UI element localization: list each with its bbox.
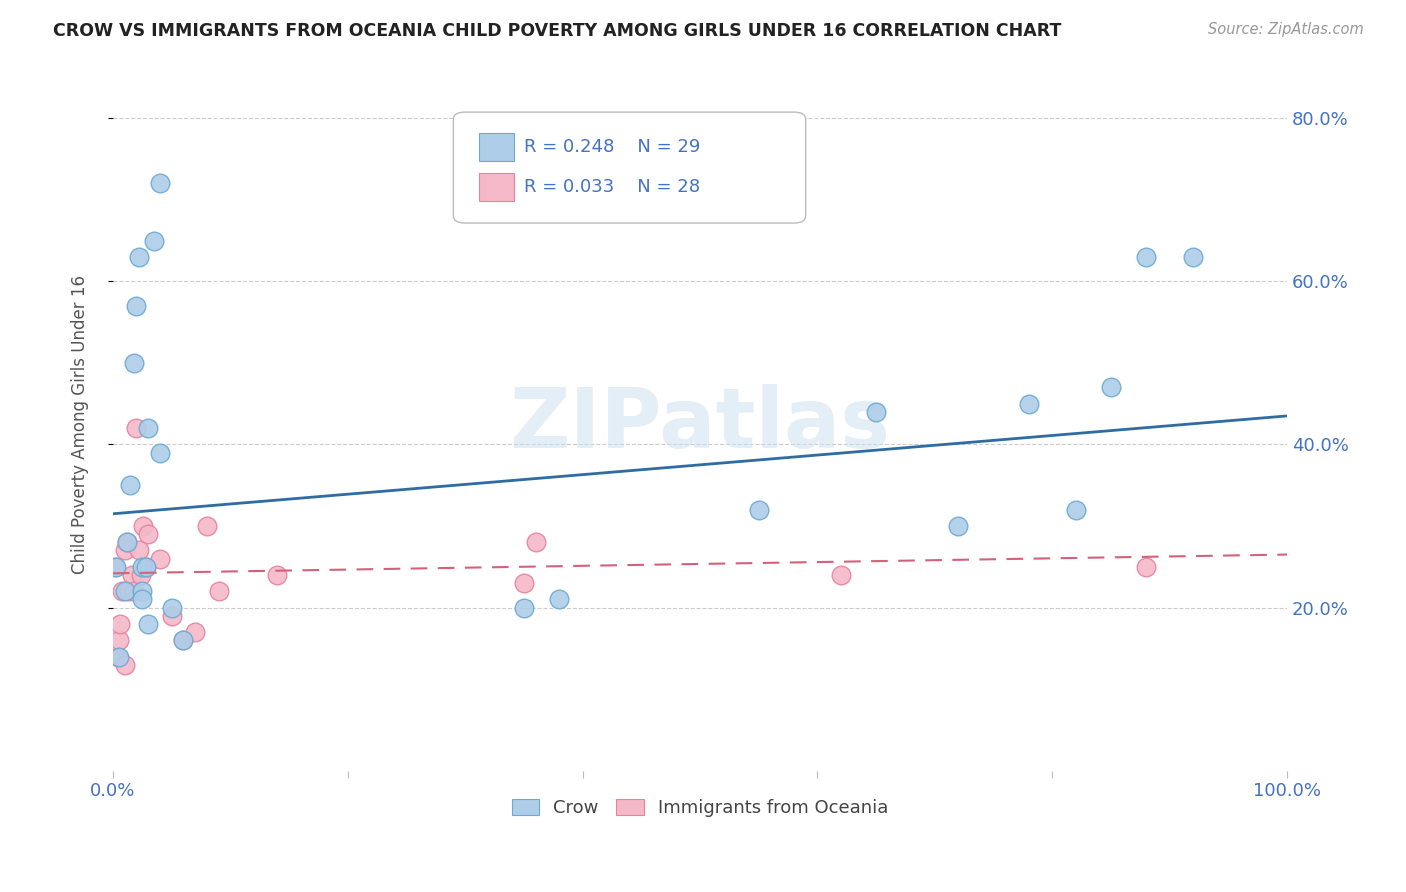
Point <box>128 543 150 558</box>
Point <box>1135 250 1157 264</box>
Legend: Crow, Immigrants from Oceania: Crow, Immigrants from Oceania <box>505 791 896 824</box>
Point <box>118 584 141 599</box>
Point <box>131 559 153 574</box>
Point <box>172 633 194 648</box>
Point <box>830 568 852 582</box>
Point <box>513 576 536 591</box>
Point <box>115 535 138 549</box>
Text: CROW VS IMMIGRANTS FROM OCEANIA CHILD POVERTY AMONG GIRLS UNDER 16 CORRELATION C: CROW VS IMMIGRANTS FROM OCEANIA CHILD PO… <box>53 22 1062 40</box>
Point <box>135 559 157 574</box>
Point <box>172 633 194 648</box>
Point <box>1018 397 1040 411</box>
Point <box>132 519 155 533</box>
Y-axis label: Child Poverty Among Girls Under 16: Child Poverty Among Girls Under 16 <box>72 275 89 574</box>
Point <box>114 657 136 672</box>
Point <box>125 421 148 435</box>
Point <box>111 584 134 599</box>
Point <box>125 299 148 313</box>
Point <box>149 551 172 566</box>
Point <box>131 592 153 607</box>
Point <box>184 625 207 640</box>
Point <box>513 600 536 615</box>
Point <box>195 519 218 533</box>
Point <box>136 616 159 631</box>
Point <box>149 177 172 191</box>
Point <box>107 649 129 664</box>
Point <box>114 584 136 599</box>
Point <box>160 608 183 623</box>
Point <box>120 478 142 492</box>
Point <box>108 616 131 631</box>
Point <box>160 600 183 615</box>
Point <box>114 543 136 558</box>
Text: R = 0.033    N = 28: R = 0.033 N = 28 <box>524 178 700 196</box>
Point <box>948 519 970 533</box>
Point <box>136 527 159 541</box>
Point <box>107 633 129 648</box>
Point <box>266 568 288 582</box>
Point <box>129 568 152 582</box>
Point <box>121 568 143 582</box>
Point <box>1182 250 1205 264</box>
Point <box>548 592 571 607</box>
Point <box>524 535 547 549</box>
Bar <box>479 173 515 201</box>
Point <box>136 421 159 435</box>
Text: R = 0.248    N = 29: R = 0.248 N = 29 <box>524 137 700 156</box>
Point <box>1135 559 1157 574</box>
Text: ZIPatlas: ZIPatlas <box>509 384 890 465</box>
Point <box>142 234 165 248</box>
Bar <box>479 133 515 161</box>
Point <box>149 445 172 459</box>
Point <box>135 559 157 574</box>
Point <box>1099 380 1122 394</box>
Point <box>748 502 770 516</box>
Point <box>115 535 138 549</box>
Text: Source: ZipAtlas.com: Source: ZipAtlas.com <box>1208 22 1364 37</box>
Point <box>207 584 229 599</box>
Point <box>122 584 145 599</box>
Point <box>105 559 128 574</box>
Point <box>104 559 127 574</box>
Point <box>1064 502 1087 516</box>
Point <box>128 250 150 264</box>
Point <box>865 405 887 419</box>
Point <box>107 649 129 664</box>
Point <box>122 356 145 370</box>
Point <box>131 584 153 599</box>
FancyBboxPatch shape <box>453 112 806 223</box>
